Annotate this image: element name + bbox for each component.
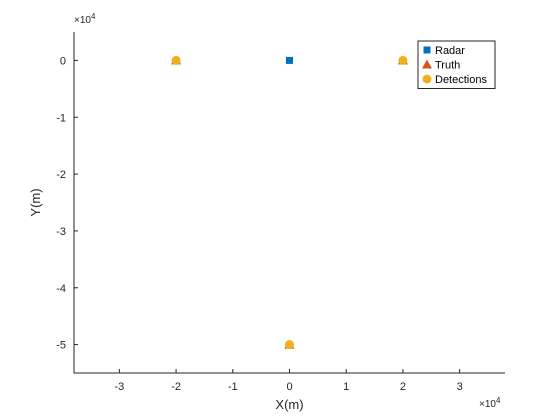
- data-marks: [171, 55, 408, 350]
- legend-radar-marker: [423, 46, 431, 54]
- detections-point: [285, 340, 294, 350]
- radar-point: [286, 56, 293, 64]
- x-tick-label: 3: [457, 381, 463, 393]
- axis-lines: [73, 32, 505, 374]
- y-tick-label: -5: [56, 340, 66, 352]
- x-axis-label: X(m): [275, 397, 303, 412]
- y-exponent-label: ×104: [74, 12, 96, 27]
- y-exponent-power: 4: [91, 12, 96, 21]
- detections-point: [398, 55, 408, 65]
- detections-point: [171, 55, 181, 65]
- y-tick-label: 0: [60, 55, 66, 67]
- legend-truth-marker: [422, 59, 432, 69]
- x-tick-label: -2: [171, 381, 181, 393]
- legend-radar-label: Radar: [435, 45, 465, 57]
- axis-ticks: -3 -2 -1 0 1 2 3 0 -1 -2 -3 -4 -5: [56, 55, 462, 393]
- y-tick-label: -3: [56, 226, 66, 238]
- x-tick-label: 0: [286, 381, 292, 393]
- y-tick-label: -4: [56, 283, 66, 295]
- x-tick-label: -1: [228, 381, 238, 393]
- legend-truth-label: Truth: [435, 60, 460, 72]
- x-tick-label: -3: [114, 381, 124, 393]
- legend: Radar Truth Detections: [417, 40, 496, 89]
- x-exponent-power: 4: [496, 396, 501, 405]
- x-tick-label: 1: [343, 381, 349, 393]
- legend-detections-marker: [422, 74, 432, 84]
- y-tick-label: -1: [56, 112, 66, 124]
- x-exponent-label: ×104: [479, 396, 501, 411]
- y-tick-label: -2: [56, 169, 66, 181]
- x-tick-label: 2: [400, 381, 406, 393]
- y-axis-label: Y(m): [28, 188, 43, 216]
- legend-detections-label: Detections: [435, 74, 487, 86]
